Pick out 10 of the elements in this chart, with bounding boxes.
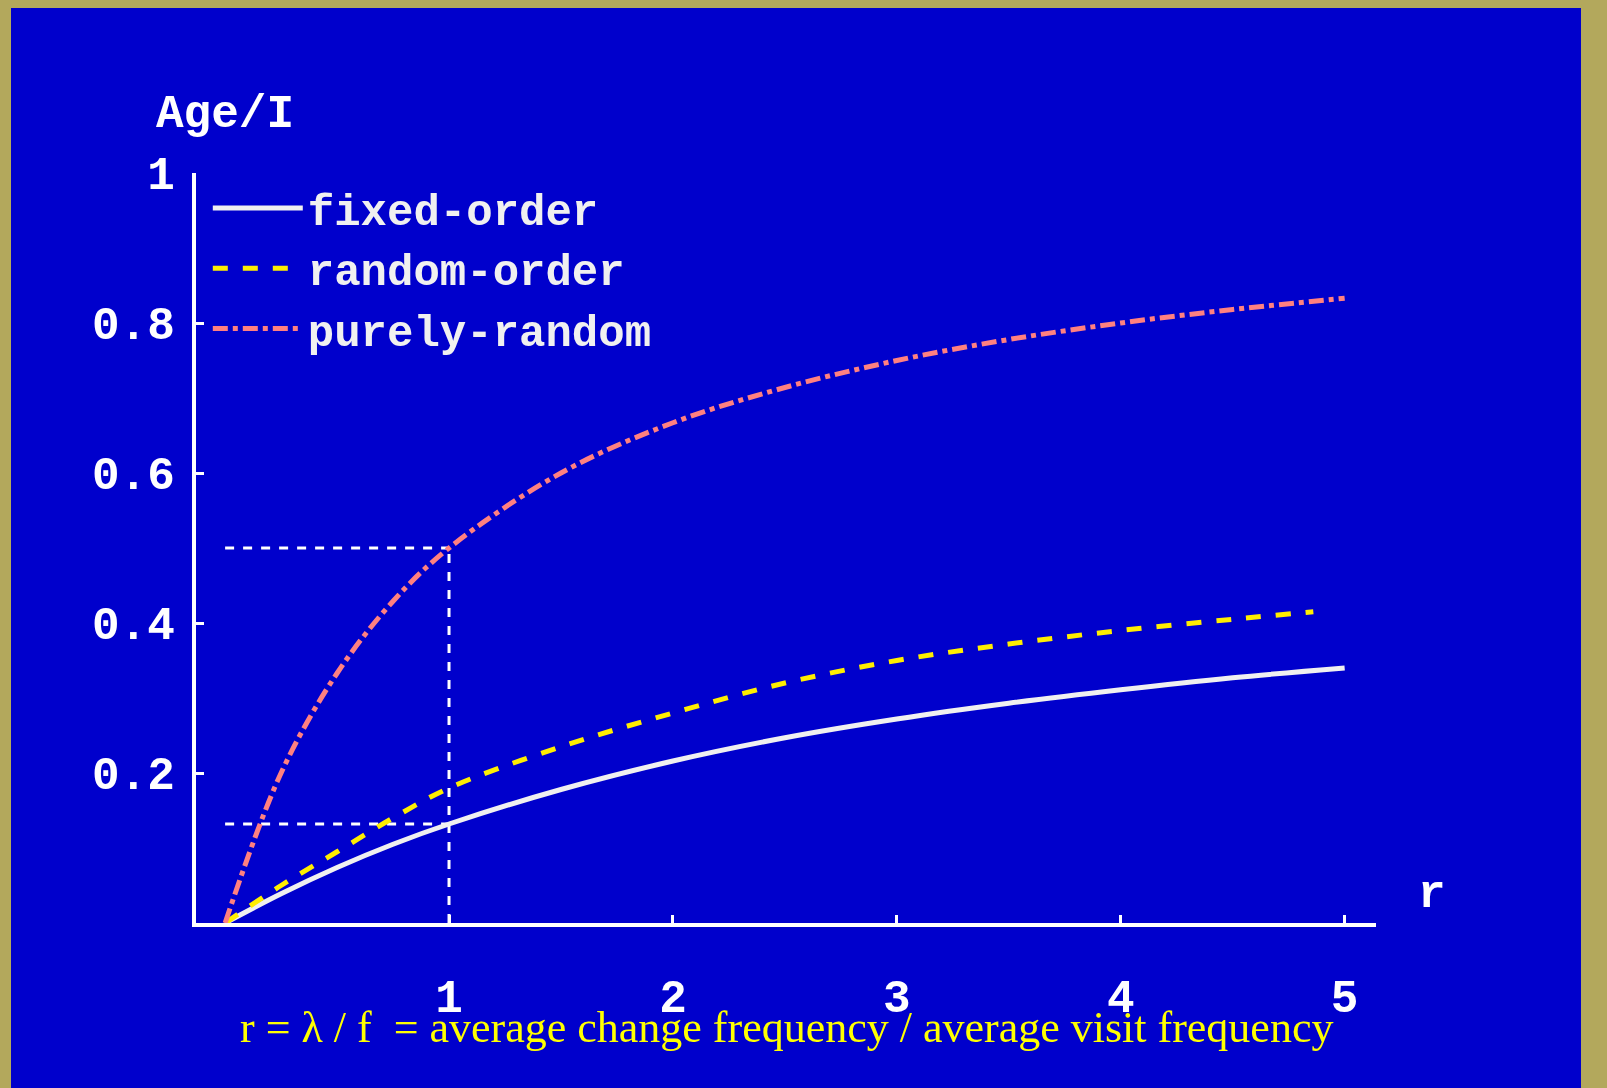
y-tick-label: 0.4 — [91, 601, 175, 654]
legend-label: fixed-order — [307, 188, 599, 239]
legend-label: purely-random — [307, 308, 652, 359]
y-tick-label: 0.2 — [91, 751, 175, 804]
y-tick-label: 0.6 — [91, 451, 175, 504]
legend-label: random-order — [307, 248, 625, 299]
y-tick-label: 1 — [147, 151, 175, 204]
y-axis-title: Age/I — [156, 89, 295, 141]
x-axis-title: r — [1418, 869, 1446, 921]
y-tick-label: 0.8 — [91, 301, 175, 354]
